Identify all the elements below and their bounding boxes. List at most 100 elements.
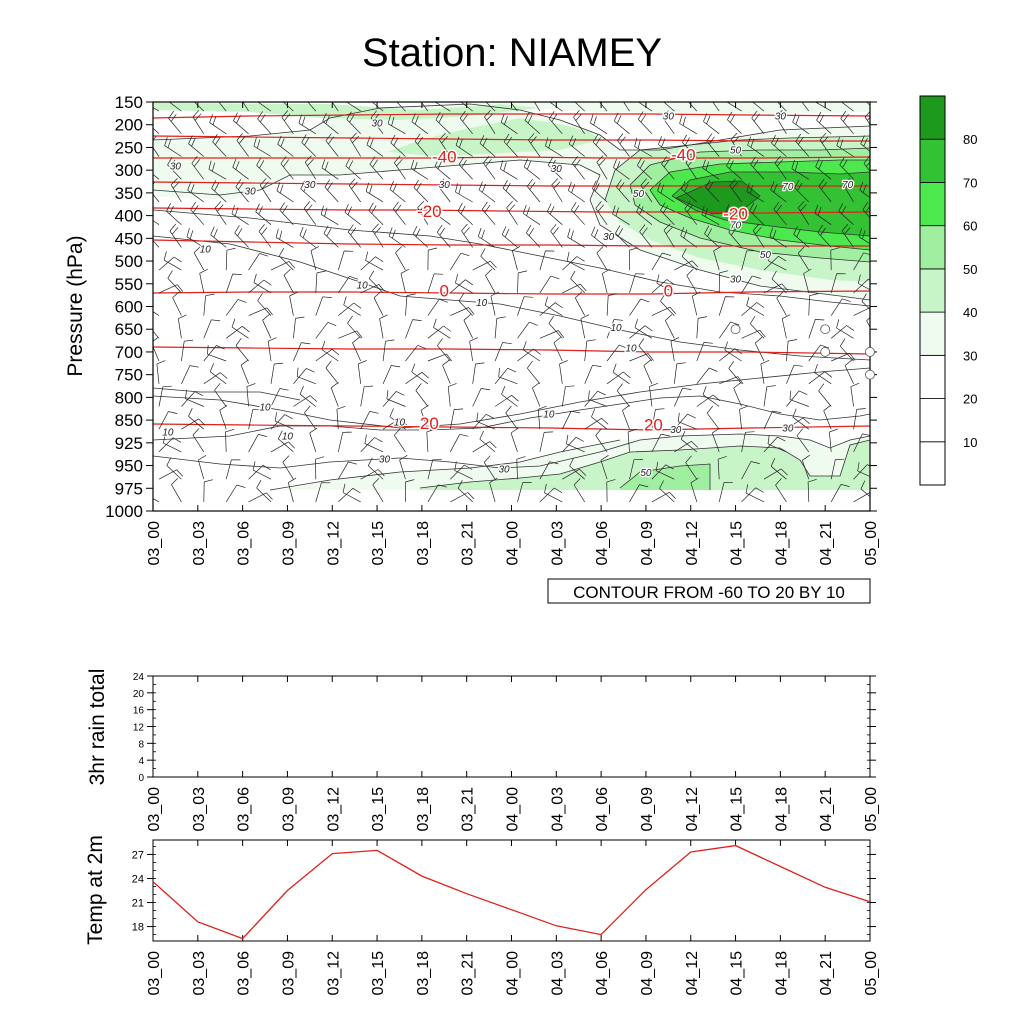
- wind-barb: [197, 455, 207, 480]
- wind-barb: [830, 247, 840, 271]
- wind-barb: [366, 136, 384, 157]
- rain-time-tick-label: 04_18: [773, 787, 790, 832]
- wind-barb: [203, 479, 213, 502]
- wind-barb: [651, 433, 670, 453]
- isotherm-line: [153, 135, 870, 142]
- wind-barb: [770, 458, 787, 480]
- wind-barb: [158, 256, 182, 271]
- colorbar-label: 40: [963, 305, 977, 320]
- wind-barb: [696, 367, 718, 385]
- wind-barb: [682, 134, 698, 157]
- wind-barb: [768, 252, 787, 271]
- wind-barb: [321, 159, 339, 180]
- wind-barb: [808, 344, 830, 362]
- wind-barb: [282, 455, 294, 480]
- wind-barb: [793, 226, 810, 248]
- wind-barb: [417, 200, 429, 225]
- colorbar-label: 50: [963, 262, 977, 277]
- temp-time-tick-label: 04_06: [594, 951, 611, 996]
- wind-barb: [532, 382, 541, 407]
- wind-barb: [663, 102, 675, 112]
- contour-line: [675, 180, 761, 215]
- wind-barb: [192, 428, 205, 453]
- wind-barb: [794, 179, 810, 203]
- wind-barb: [752, 102, 765, 112]
- wind-barb: [258, 224, 272, 248]
- wind-barb: [591, 226, 608, 248]
- main-plot: 1502002503003504004505005506006507007508…: [64, 93, 880, 604]
- rain-tick-label: 0: [138, 773, 144, 784]
- wind-barb: [494, 395, 519, 407]
- wind-barb: [797, 246, 810, 271]
- contour-label: 10: [259, 402, 271, 413]
- wind-barb: [299, 385, 317, 407]
- wind-barb: [527, 178, 541, 203]
- contour-line: [153, 235, 870, 361]
- contour-label: 10: [162, 428, 174, 439]
- temp-series: [152, 844, 871, 940]
- wind-barb: [786, 390, 808, 407]
- wind-barb: [517, 296, 534, 316]
- temp-tick-label: 21: [132, 898, 144, 910]
- wind-barb: [427, 459, 442, 480]
- wind-barb: [240, 359, 249, 384]
- pressure-tick-label: 550: [115, 275, 143, 294]
- wind-barb: [458, 156, 473, 180]
- wind-barb: [561, 410, 580, 430]
- wind-barb: [808, 371, 833, 385]
- fill-50-bottom: [620, 464, 710, 490]
- wind-barb: [181, 391, 203, 407]
- colorbar-box: [919, 441, 946, 486]
- wind-barb: [569, 457, 585, 480]
- wind-barb: [485, 102, 496, 112]
- wind-barb: [411, 363, 429, 385]
- main-time-tick-label: 03_09: [280, 521, 297, 566]
- rain-time-tick-label: 03_06: [236, 787, 253, 832]
- wind-barb: [570, 270, 585, 294]
- wind-barb: [629, 273, 645, 294]
- contour-label: 10: [543, 409, 555, 420]
- wind-barb: [584, 390, 606, 407]
- wind-barb: [739, 405, 749, 430]
- wind-barb: [842, 178, 854, 203]
- wind-barb: [544, 296, 563, 316]
- rain-plot-frame: [152, 675, 871, 778]
- wind-barb: [455, 183, 473, 203]
- wind-barb: [629, 247, 639, 271]
- rain-time-tick-label: 04_09: [639, 787, 656, 832]
- wind-barb: [387, 115, 406, 135]
- wind-barb: [712, 102, 720, 112]
- wind-barb: [640, 178, 653, 203]
- wind-barb: [338, 302, 362, 316]
- wind-barb: [203, 319, 221, 339]
- wind-barb: [746, 296, 765, 316]
- wind-barb: [257, 111, 272, 135]
- wind-barb: [741, 250, 756, 271]
- contour-label: 30: [498, 464, 510, 475]
- wind-barb: [337, 461, 357, 480]
- wind-barb: [574, 291, 586, 316]
- wind-barb: [719, 376, 744, 385]
- wind-barb: [696, 316, 708, 339]
- wind-barb: [395, 246, 406, 271]
- calm-wind-marker: [865, 369, 875, 380]
- wind-barb: [523, 158, 541, 180]
- wind-barb: [177, 314, 187, 339]
- wind-barb: [637, 102, 653, 112]
- wind-barb: [426, 428, 436, 452]
- wind-barb: [566, 251, 585, 271]
- wind-barb: [256, 479, 272, 503]
- wind-barb: [561, 385, 575, 407]
- wind-barb: [257, 102, 272, 112]
- wind-barb: [248, 408, 262, 430]
- wind-barb: [836, 136, 854, 157]
- wind-barb: [808, 293, 819, 316]
- wind-barb: [522, 341, 541, 362]
- pressure-tick-label: 800: [115, 388, 143, 407]
- wind-barb: [252, 461, 272, 480]
- wind-barb: [674, 260, 699, 271]
- wind-barb: [797, 200, 810, 225]
- colorbar-label: 20: [963, 392, 977, 407]
- main-time-tick-label: 03_18: [415, 521, 432, 566]
- contour-label: 50: [730, 146, 742, 157]
